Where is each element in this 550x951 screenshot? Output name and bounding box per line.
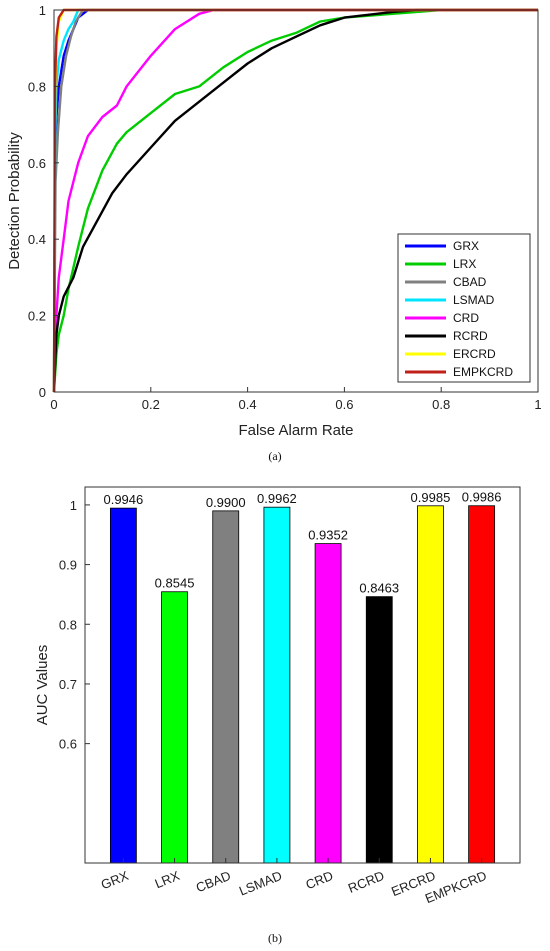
auc-y-tick-label: 0.8 <box>59 617 77 632</box>
auc-bar-grx <box>109 507 137 864</box>
roc-x-tick-label: 0.6 <box>335 397 353 412</box>
roc-y-tick-label: 0.8 <box>28 79 46 94</box>
auc-bar-ercrd <box>417 505 444 864</box>
auc-y-tick-label: 0.9 <box>59 558 77 573</box>
auc-bar-lsmad <box>263 506 291 864</box>
auc-value-label-cbad: 0.9900 <box>206 495 246 510</box>
roc-axes-box <box>53 9 539 393</box>
roc-line-cbad <box>52 8 538 393</box>
roc-y-tick-label: 0.6 <box>28 156 46 171</box>
auc-axes-box <box>84 486 521 864</box>
legend-label-empkcrd: EMPKCRD <box>453 365 513 379</box>
auc-bar-empkcrd <box>468 505 496 864</box>
roc-x-tick-label: 0.2 <box>142 397 160 412</box>
legend-label-rcrd: RCRD <box>453 329 488 343</box>
roc-line-rcrd <box>52 8 538 393</box>
auc-bar-cbad <box>212 510 240 864</box>
roc-y-tick-label: 0.4 <box>28 232 46 247</box>
auc-value-label-rcrd: 0.8463 <box>359 581 399 596</box>
auc-y-tick-label: 1 <box>70 498 77 513</box>
roc-line-lrx <box>52 8 538 393</box>
roc-line-crd <box>52 8 538 393</box>
roc-y-tick-label: 0 <box>39 385 46 400</box>
legend-label-lrx: LRX <box>453 257 476 271</box>
auc-plot-area <box>85 487 520 863</box>
roc-y-tick-label: 1 <box>39 3 46 18</box>
legend-label-cbad: CBAD <box>453 275 487 289</box>
legend-label-ercrd: ERCRD <box>453 347 496 361</box>
legend-label-grx: GRX <box>453 239 479 253</box>
auc-value-label-lrx: 0.8545 <box>155 576 195 591</box>
legend-label-lsmad: LSMAD <box>453 293 495 307</box>
roc-x-tick-label: 0 <box>50 397 57 412</box>
roc-x-axis-label: False Alarm Rate <box>238 422 353 439</box>
auc-value-label-grx: 0.9946 <box>103 492 143 507</box>
roc-y-axis-label: Detection Probability <box>6 132 23 270</box>
auc-x-tick-label-lrx: LRX <box>153 868 182 892</box>
caption-a: (a) <box>268 449 281 463</box>
auc-value-label-ercrd: 0.9985 <box>411 490 451 505</box>
auc-bar-lrx <box>161 591 188 864</box>
auc-bar-crd <box>314 543 342 864</box>
auc-value-label-crd: 0.9352 <box>308 528 348 543</box>
roc-x-tick-label: 0.8 <box>432 397 450 412</box>
auc-bar-rcrd <box>365 596 393 864</box>
auc-x-tick-label-lsmad: LSMAD <box>237 868 284 899</box>
auc-y-tick-label: 0.6 <box>59 737 77 752</box>
auc-x-tick-label-rcrd: RCRD <box>346 868 386 896</box>
roc-x-tick-label: 1 <box>534 397 541 412</box>
auc-x-tick-label-cbad: CBAD <box>194 868 233 895</box>
roc-y-tick-label: 0.2 <box>28 309 46 324</box>
auc-value-label-empkcrd: 0.9986 <box>462 490 502 505</box>
roc-x-tick-label: 0.4 <box>239 397 257 412</box>
auc-y-tick-label: 0.7 <box>59 677 77 692</box>
caption-b: (b) <box>268 931 282 945</box>
auc-value-label-lsmad: 0.9962 <box>257 491 297 506</box>
auc-x-tick-label-grx: GRX <box>99 868 131 893</box>
auc-x-tick-label-crd: CRD <box>303 868 335 892</box>
legend-label-crd: CRD <box>453 311 479 325</box>
auc-y-axis-label: AUC Values <box>34 645 51 726</box>
roc-legend-box <box>397 233 531 383</box>
